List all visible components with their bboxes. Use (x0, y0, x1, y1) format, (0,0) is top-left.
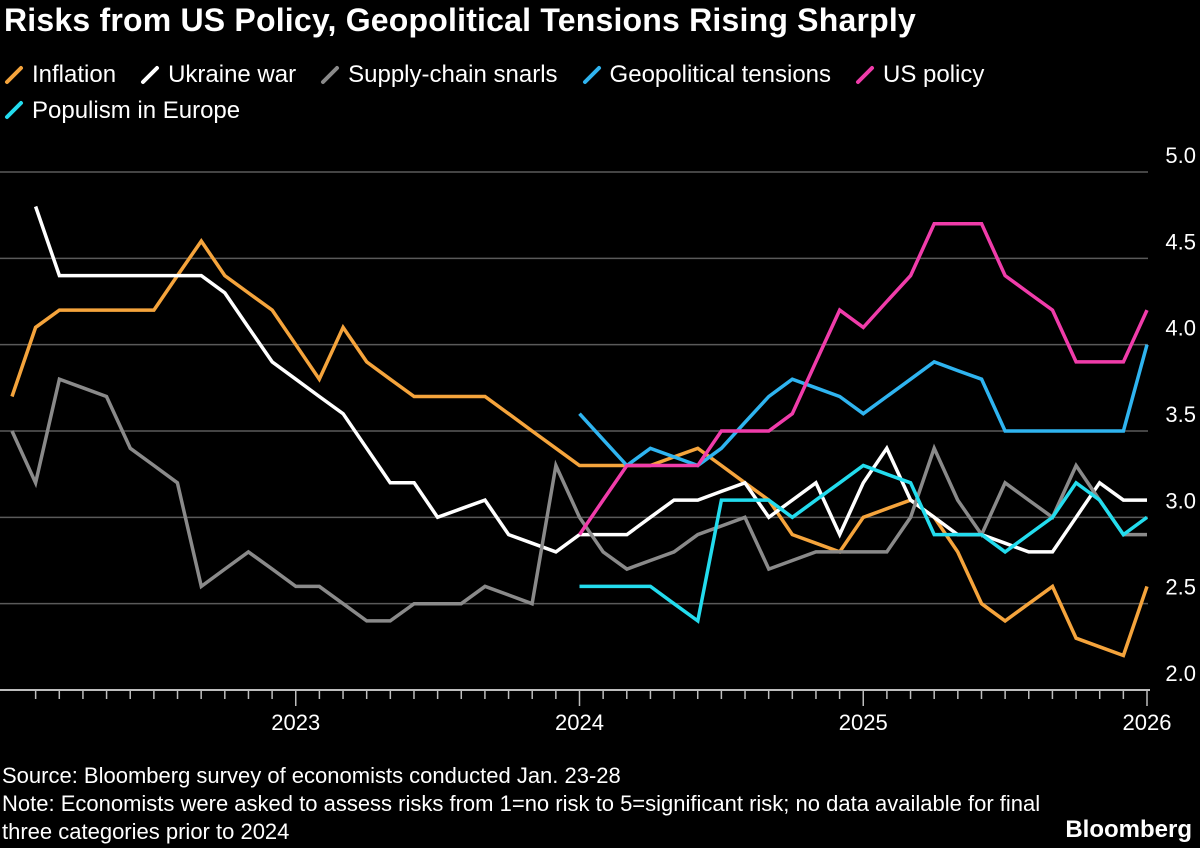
y-tick-label: 2.5 (1165, 575, 1196, 600)
x-tick-label: 2026 (1123, 710, 1172, 735)
legend-swatch-icon (321, 65, 340, 84)
series-line-geopolitical-tensions (578, 344, 1149, 468)
x-tick-label: 2024 (555, 710, 604, 735)
legend-item-us-policy: US policy (855, 58, 984, 91)
legend-label: US policy (883, 61, 985, 88)
legend-item-inflation: Inflation (4, 58, 116, 91)
series-line-inflation (10, 238, 1149, 658)
bloomberg-logo: Bloomberg (1065, 816, 1192, 843)
y-tick-label: 3.5 (1165, 402, 1196, 427)
legend-label: Geopolitical tensions (609, 61, 832, 88)
y-tick-label: 4.0 (1165, 316, 1196, 341)
legend-item-ukraine-war: Ukraine war (140, 58, 296, 91)
legend-swatch-icon (856, 65, 875, 84)
legend-item-geopolitical-tensions: Geopolitical tensions (582, 58, 831, 91)
y-tick-label: 3.0 (1165, 488, 1196, 513)
y-tick-label: 4.5 (1165, 229, 1196, 254)
legend-label: Populism in Europe (32, 96, 241, 124)
legend-label: Ukraine war (168, 61, 297, 88)
series-line-supply-chain-snarls (10, 376, 1147, 623)
x-tick-label: 2025 (839, 710, 888, 735)
note-text: Note: Economists were asked to assess ri… (2, 791, 1041, 844)
series-line-populism-in-europe (579, 463, 1149, 624)
y-tick-label: 2.0 (1165, 661, 1196, 686)
legend-label: Inflation (32, 61, 117, 88)
legend-swatch-icon (5, 101, 23, 119)
legend-label: Supply-chain snarls (348, 61, 558, 88)
legend: Inflation Ukraine war Supply-chain snarls G… (4, 58, 1184, 129)
legend-swatch-icon (582, 65, 601, 84)
y-tick-label: 5.0 (1165, 143, 1196, 168)
x-tick-label: 2023 (271, 710, 320, 735)
series-line-us-policy (578, 222, 1149, 536)
legend-item-supply-chain-snarls: Supply-chain snarls (320, 58, 558, 91)
legend-swatch-icon (141, 65, 160, 84)
source-note: Source: Bloomberg survey of economists c… (2, 762, 1042, 846)
legend-item-populism-in-europe: Populism in Europe (4, 94, 240, 127)
chart-title: Risks from US Policy, Geopolitical Tensi… (4, 2, 916, 38)
legend-swatch-icon (5, 65, 23, 84)
source-text: Source: Bloomberg survey of economists c… (2, 763, 621, 788)
